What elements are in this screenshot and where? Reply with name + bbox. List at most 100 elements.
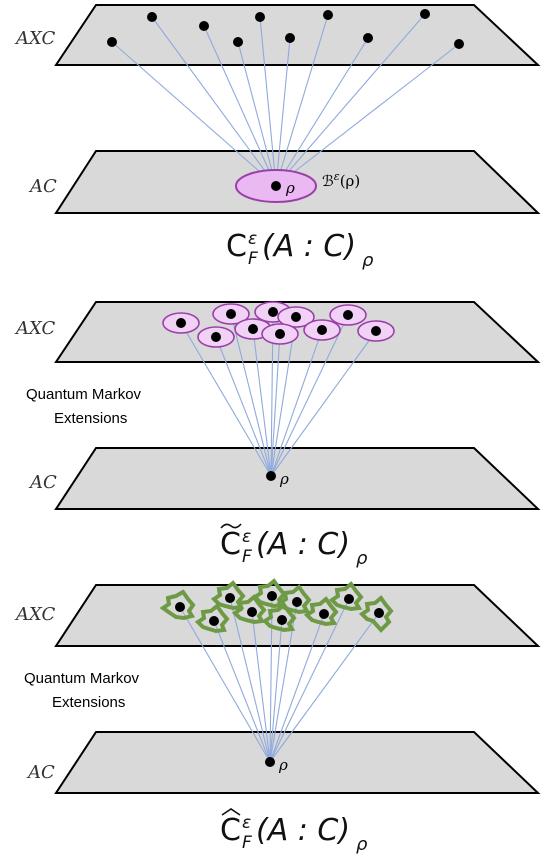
extension-point [147,12,157,22]
panel-3-neighborhoods [159,578,394,634]
extension-point [209,616,219,626]
panel-2: AXC Quantum Markov Extensions AC [14,301,541,569]
panel-3-ray [213,620,271,763]
extension-point [323,10,333,20]
panel-1-state-point [271,181,281,191]
extension-point [371,326,381,336]
panel-3-ray [269,598,350,763]
extension-point [211,332,221,342]
panel-2-note-line-1: Quantum Markov [26,386,142,403]
panel-3-ray [251,611,271,763]
formula-base: C [226,229,247,264]
extension-point [454,39,464,49]
formula-state: ρ [362,250,374,271]
panel-3-rays [179,595,380,763]
markov-neighborhood [303,596,339,627]
formula-tilde [220,523,242,529]
panel-1: AXC AC ρ [14,4,541,271]
panel-3-ray [269,613,325,763]
panel-3-ray [269,619,283,763]
panel-3-extension-points [175,591,384,626]
panel-1-ray [203,25,277,187]
extension-point [319,609,329,619]
extension-point [420,9,430,19]
extension-point [374,608,384,618]
extension-point [233,37,243,47]
extension-point [291,312,301,322]
panel-2-state-label: ρ [279,470,289,488]
formula-state: ρ [356,548,368,569]
panel-1-ray [275,13,426,187]
panel-2-ray [270,333,281,477]
extension-point [176,318,186,328]
panel-1-formula: C ε F (A : C) ρ [226,229,374,271]
extension-point [277,615,287,625]
formula-sup: ε [242,527,251,547]
panel-1-ray [275,37,369,187]
extension-point [199,21,209,31]
panel-1-ball-label: ℬε(ρ) [322,170,360,190]
extension-point [344,594,354,604]
panel-1-ray [237,41,277,187]
panel-2-ray [270,329,323,477]
panel-3-top-label: AXC [14,604,55,625]
formula-sub: F [248,249,258,269]
formula-args: (A : C) [256,813,350,848]
extension-point [247,607,257,617]
panel-2-bottom-label: AC [28,472,57,493]
extension-point [248,324,258,334]
panel-3-state-label: ρ [278,756,288,774]
panel-2-bottom-plane [54,447,541,510]
formula-sup: ε [242,813,251,833]
panel-3: AXC Quantum Markov Extensions AC [14,578,541,855]
panel-1-extension-points [107,9,464,49]
panel-3-note-line-2: Extensions [52,694,125,711]
formula-base: C [220,813,241,848]
extension-point [175,602,185,612]
extension-point [267,591,277,601]
panel-3-ray [229,597,271,763]
panel-2-extension-points [176,307,381,342]
panel-2-ray [215,336,272,477]
extension-point [363,33,373,43]
panel-1-ray [275,43,460,187]
extension-point [285,33,295,43]
markov-neighborhood [358,595,394,633]
panel-2-ray [230,313,272,477]
extension-point [292,597,302,607]
extension-point [275,329,285,339]
markov-neighborhood [194,603,230,634]
panel-1-ray [259,16,277,187]
panel-2-note-line-2: Extensions [54,410,127,427]
markov-neighborhood [159,589,196,621]
markov-neighborhood [328,581,364,612]
extension-point [343,310,353,320]
extension-point [107,37,117,47]
panel-1-ray [275,37,291,187]
panel-2-ray [270,330,377,477]
panel-2-ray [270,314,349,477]
formula-args: (A : C) [262,229,356,264]
formula-sup: ε [248,229,257,249]
extension-point [255,12,265,22]
formula-args: (A : C) [256,527,350,562]
panel-2-rays [180,311,377,477]
formula-state: ρ [356,834,368,855]
formula-hat [221,808,241,816]
panel-3-formula: C ε F (A : C) ρ [220,808,368,855]
panel-3-top-plane [54,584,541,647]
panel-2-state-point [266,471,276,481]
markov-neighborhood [276,584,312,615]
panel-1-state-label: ρ [285,179,295,197]
extension-point [268,307,278,317]
panel-2-ray [270,316,297,477]
formula-base: C [220,527,241,562]
extension-point [225,593,235,603]
panel-3-note-line-1: Quantum Markov [24,670,140,687]
panel-1-ray [111,41,277,187]
formula-sub: F [242,547,252,567]
panel-3-bottom-plane [54,731,541,794]
extension-point [317,325,327,335]
panel-2-formula: C ε F (A : C) ρ [220,523,368,569]
